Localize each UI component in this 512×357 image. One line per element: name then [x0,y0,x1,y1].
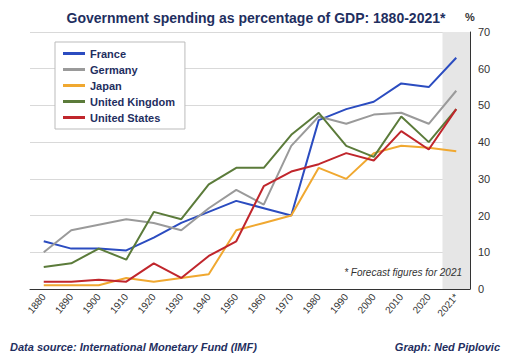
svg-text:Data source: International Mon: Data source: International Monetary Fund… [10,341,257,353]
svg-text:1890: 1890 [53,291,76,315]
svg-text:1970: 1970 [273,291,296,315]
svg-text:1980: 1980 [300,291,323,315]
svg-text:1910: 1910 [108,291,131,315]
svg-text:2020: 2020 [410,291,433,315]
svg-text:1950: 1950 [218,291,241,315]
svg-text:2021*: 2021* [435,291,460,318]
svg-text:1960: 1960 [245,291,268,315]
svg-text:United Kingdom: United Kingdom [90,96,175,108]
svg-text:2000: 2000 [355,291,378,315]
svg-text:1920: 1920 [135,291,158,315]
svg-text:Japan: Japan [90,80,122,92]
svg-text:1900: 1900 [80,291,103,315]
svg-text:0: 0 [478,283,484,295]
svg-text:1880: 1880 [25,291,48,315]
svg-text:%: % [465,11,475,23]
svg-text:1990: 1990 [328,291,351,315]
svg-text:Graph: Ned Piplovic: Graph: Ned Piplovic [395,341,500,353]
svg-text:1930: 1930 [163,291,186,315]
svg-text:50: 50 [478,99,490,111]
svg-text:United States: United States [90,112,160,124]
svg-text:* Forecast figures for 2021: * Forecast figures for 2021 [344,267,462,278]
svg-text:60: 60 [478,63,490,75]
svg-text:1940: 1940 [190,291,213,315]
svg-text:40: 40 [478,136,490,148]
svg-text:70: 70 [478,26,490,38]
svg-text:Government spending as percent: Government spending as percentage of GDP… [67,10,446,26]
svg-text:Germany: Germany [90,64,139,76]
svg-text:2010: 2010 [383,291,406,315]
svg-text:France: France [90,48,126,60]
svg-text:20: 20 [478,210,490,222]
svg-text:10: 10 [478,246,490,258]
svg-text:30: 30 [478,173,490,185]
